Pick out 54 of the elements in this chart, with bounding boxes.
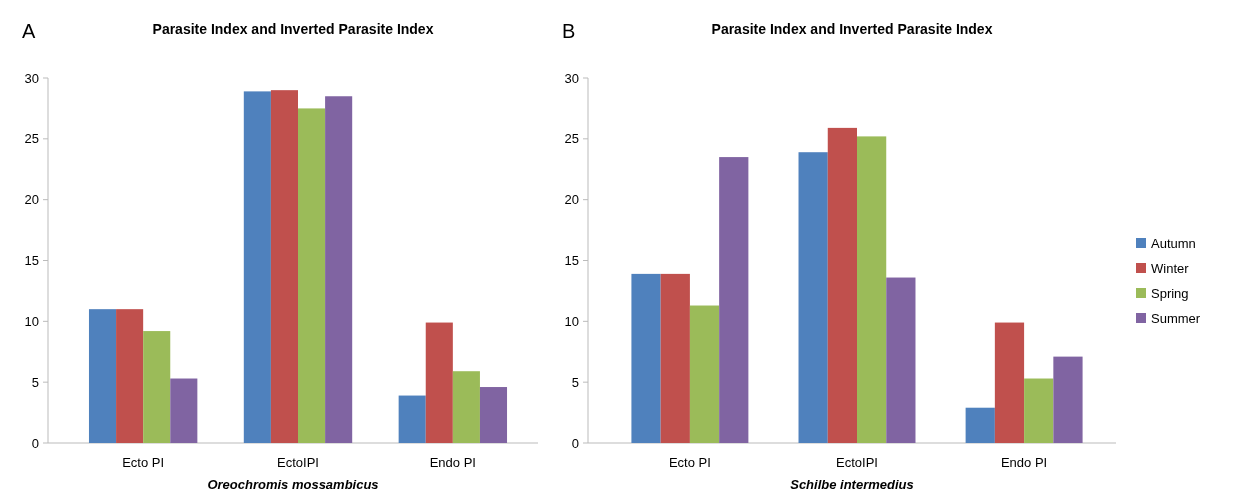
x-tick-label: Ecto PI [668, 455, 711, 470]
text: B [562, 20, 576, 42]
bar [994, 322, 1025, 443]
y-tick-label: 20 [564, 192, 579, 208]
bar [425, 322, 453, 443]
x-tick-label: EctoIPI [277, 455, 319, 470]
y-tick-label: 10 [564, 313, 579, 329]
legend-label: Summer [1151, 310, 1201, 326]
bar [243, 91, 271, 443]
x-tick-label: Endo PI [429, 455, 476, 470]
x-tick-label: EctoIPI [836, 455, 878, 470]
x-tick-label: Endo PI [1000, 455, 1048, 470]
bar [88, 309, 117, 443]
x-axis-title: Oreochromis mossambicus [207, 477, 379, 492]
x-axis-title: Schilbe intermedius [790, 477, 914, 492]
bar [452, 371, 480, 443]
y-tick-label: 25 [24, 131, 39, 147]
chart-title: Parasite Index and Inverted Parasite Index [711, 21, 993, 37]
y-tick-label: 20 [24, 192, 39, 208]
bar [298, 108, 326, 443]
legend-label: Spring [1151, 285, 1189, 301]
bar [965, 407, 995, 443]
bar [325, 96, 353, 443]
y-tick-label: 10 [24, 313, 39, 329]
bar [170, 378, 198, 443]
y-tick-label: 30 [24, 70, 39, 86]
bar [660, 273, 690, 443]
y-tick-label: 15 [564, 253, 579, 269]
bar [1024, 378, 1054, 443]
y-tick-label: 15 [24, 253, 39, 269]
y-tick-label: 30 [564, 70, 579, 86]
legend-label: Autumn [1151, 235, 1196, 251]
y-tick-label: 5 [571, 374, 579, 390]
text: A [22, 20, 36, 42]
bar [689, 305, 720, 443]
legend-label: Winter [1151, 260, 1190, 276]
chart-title: Parasite Index and Inverted Parasite Index [152, 21, 434, 37]
bar [827, 127, 857, 443]
bar [798, 152, 828, 443]
bar [116, 309, 144, 443]
bar [143, 331, 171, 443]
bar [479, 387, 508, 443]
y-tick-label: 25 [564, 131, 579, 147]
bar [1053, 356, 1083, 443]
bar [398, 395, 426, 443]
bar [857, 136, 887, 443]
y-tick-label: 0 [31, 435, 39, 451]
x-tick-label: Ecto PI [122, 455, 165, 470]
y-tick-label: 0 [571, 435, 579, 451]
bar [719, 157, 749, 443]
bar [886, 277, 916, 443]
bar [631, 273, 661, 443]
bar [270, 90, 298, 443]
y-tick-label: 5 [31, 374, 39, 390]
